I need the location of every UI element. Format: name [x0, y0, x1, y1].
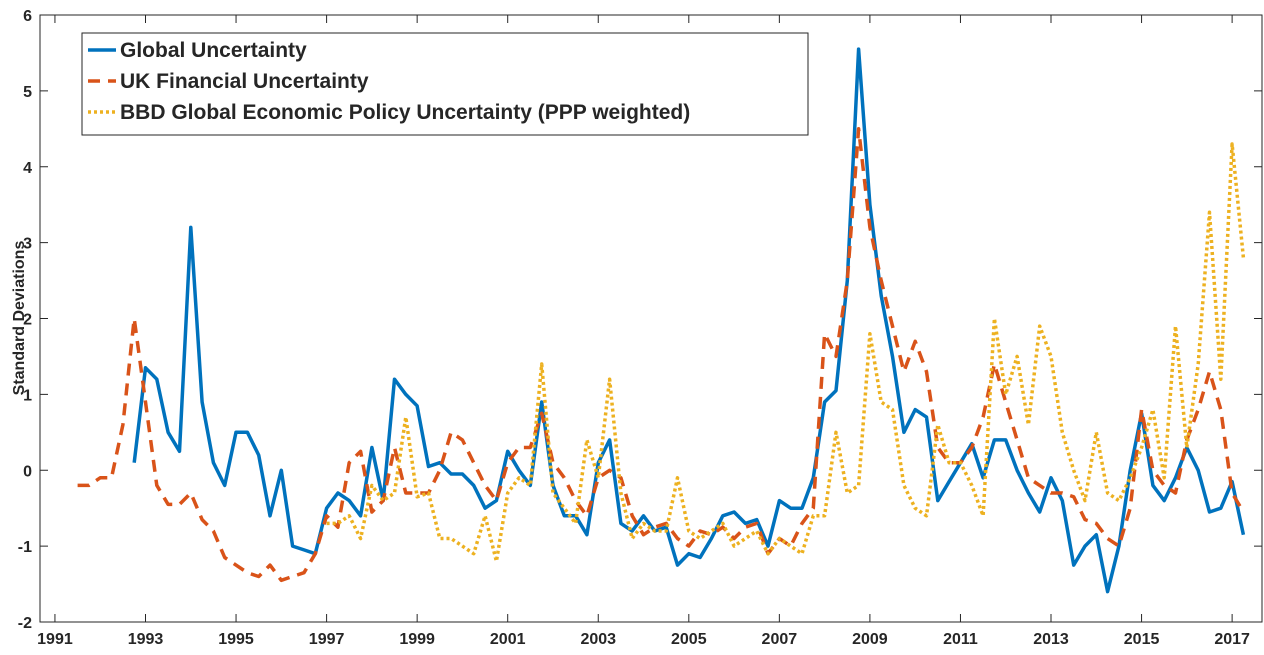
plot-frame	[39, 14, 1263, 623]
x-tick-label: 2017	[1214, 631, 1250, 648]
legend-label: Global Uncertainty	[120, 39, 307, 62]
x-tick-label: 1997	[309, 631, 345, 648]
y-tick-label: -1	[18, 539, 32, 556]
series-line	[326, 142, 1246, 564]
x-tick-label: 1995	[218, 631, 254, 648]
series-line	[77, 127, 1245, 583]
x-tick-label: 1993	[128, 631, 164, 648]
y-tick-label: 6	[23, 8, 32, 25]
x-tick-label: 2011	[943, 631, 978, 648]
y-axis-label: Standard Deviations	[11, 241, 28, 396]
x-tick-label: 2003	[580, 631, 616, 648]
x-tick-label: 2013	[1033, 631, 1069, 648]
x-tick-label: 2005	[671, 631, 707, 648]
x-tick-label: 2007	[762, 631, 798, 648]
x-tick-label: 2009	[852, 631, 888, 648]
x-tick-label: 1999	[399, 631, 435, 648]
y-tick-label: 0	[23, 463, 32, 480]
y-tick-label: 4	[23, 160, 32, 177]
y-tick-label: 2	[23, 312, 32, 329]
x-tick-label: 2015	[1124, 631, 1160, 648]
y-tick-label: 5	[23, 84, 32, 101]
legend-box	[81, 32, 809, 136]
x-tick-label: 2001	[490, 631, 526, 648]
legend-label: UK Financial Uncertainty	[120, 70, 369, 93]
y-tick-label: 3	[23, 236, 32, 253]
legend-label: BBD Global Economic Policy Uncertainty (…	[120, 101, 690, 124]
x-tick-label: 1991	[37, 631, 73, 648]
y-tick-label: -2	[18, 615, 32, 632]
y-tick-label: 1	[23, 387, 32, 404]
